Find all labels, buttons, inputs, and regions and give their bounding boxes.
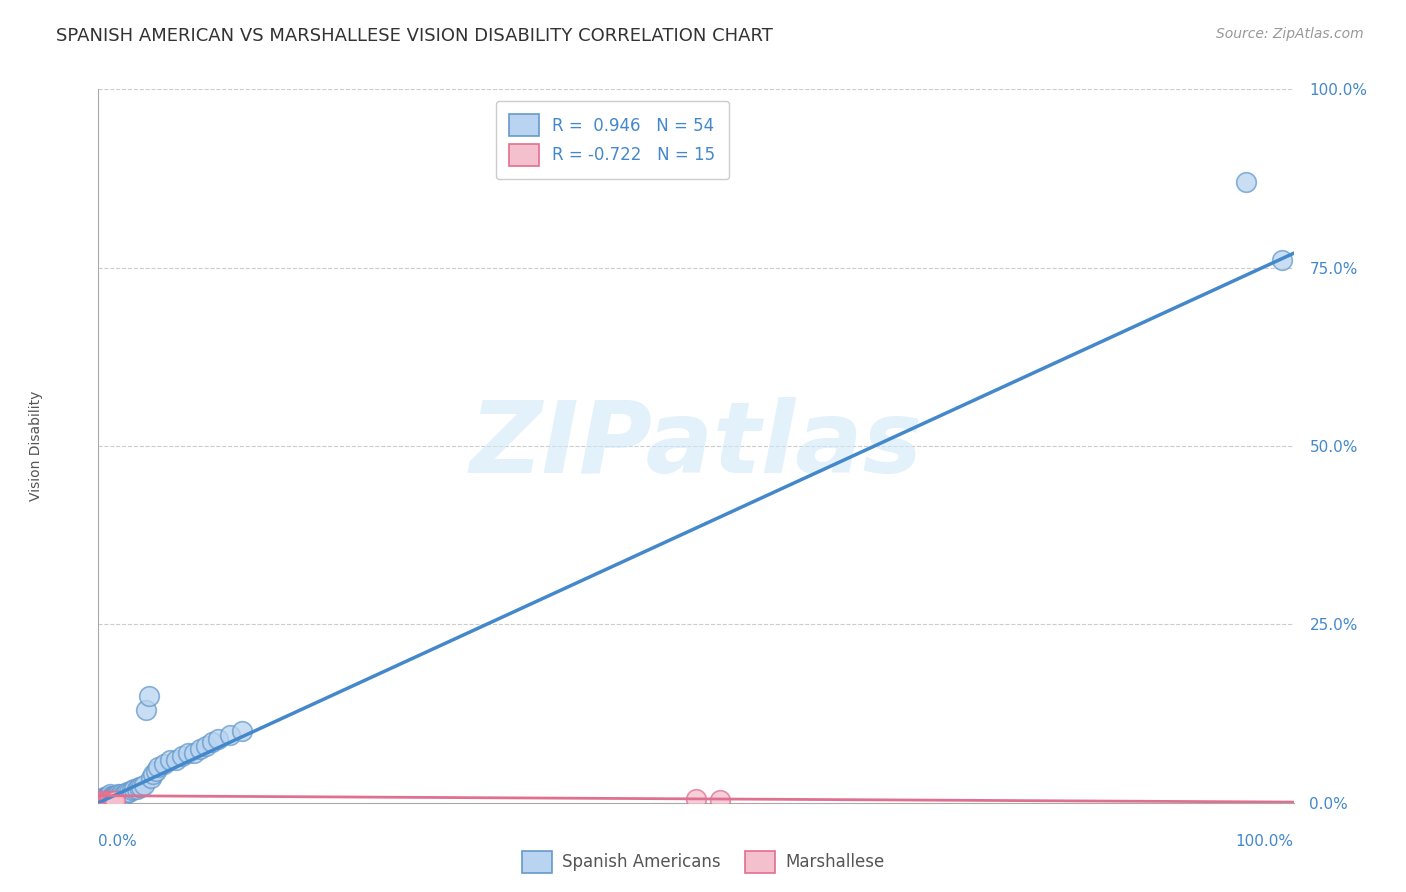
Point xyxy=(183,746,205,760)
Point xyxy=(105,789,128,803)
Point xyxy=(148,760,170,774)
Text: 100.0%: 100.0% xyxy=(1236,834,1294,849)
Point xyxy=(97,792,120,806)
Point xyxy=(177,746,200,760)
Point xyxy=(103,789,125,803)
Point xyxy=(142,767,165,781)
Point xyxy=(107,789,129,803)
Point xyxy=(132,778,155,792)
Point xyxy=(131,780,153,794)
Point xyxy=(128,780,150,794)
Point xyxy=(107,789,129,803)
Point xyxy=(231,724,253,739)
Point xyxy=(90,794,112,808)
Point xyxy=(159,753,181,767)
Point xyxy=(114,787,136,801)
Point xyxy=(107,787,129,801)
Point xyxy=(101,794,124,808)
Text: Source: ZipAtlas.com: Source: ZipAtlas.com xyxy=(1216,27,1364,41)
Point xyxy=(124,781,146,796)
Point xyxy=(91,794,114,808)
Point xyxy=(98,794,121,808)
Point xyxy=(709,793,731,807)
Legend: R =  0.946   N = 54, R = -0.722   N = 15: R = 0.946 N = 54, R = -0.722 N = 15 xyxy=(496,101,728,179)
Point xyxy=(207,731,229,746)
Point xyxy=(93,794,115,808)
Text: SPANISH AMERICAN VS MARSHALLESE VISION DISABILITY CORRELATION CHART: SPANISH AMERICAN VS MARSHALLESE VISION D… xyxy=(56,27,773,45)
Legend: Spanish Americans, Marshallese: Spanish Americans, Marshallese xyxy=(515,845,891,880)
Point xyxy=(145,764,167,778)
Point xyxy=(96,792,118,806)
Point xyxy=(685,791,707,805)
Point xyxy=(172,749,194,764)
Point xyxy=(125,781,148,796)
Point xyxy=(165,753,187,767)
Point xyxy=(111,789,134,803)
Point xyxy=(91,792,114,806)
Point xyxy=(194,739,217,753)
Point xyxy=(98,789,122,803)
Point xyxy=(118,785,141,799)
Point xyxy=(1271,253,1294,268)
Point xyxy=(108,789,131,803)
Point xyxy=(1234,175,1257,189)
Point xyxy=(139,771,162,785)
Point xyxy=(103,794,125,808)
Point xyxy=(153,756,176,771)
Point xyxy=(110,787,132,801)
Point xyxy=(101,789,124,803)
Point xyxy=(98,789,121,803)
Point xyxy=(135,703,157,717)
Point xyxy=(115,785,138,799)
Text: ZIPatlas: ZIPatlas xyxy=(470,398,922,494)
Point xyxy=(93,790,115,805)
Point xyxy=(90,792,112,806)
Point xyxy=(138,689,160,703)
Point xyxy=(201,735,224,749)
Point xyxy=(97,789,120,803)
Point xyxy=(94,790,117,805)
Point xyxy=(96,790,118,805)
Point xyxy=(91,792,114,806)
Point xyxy=(100,789,122,803)
Point xyxy=(94,792,117,806)
Point xyxy=(93,792,115,806)
Point xyxy=(96,794,118,808)
Point xyxy=(98,794,122,808)
Point xyxy=(91,794,114,808)
Point xyxy=(97,794,120,808)
Point xyxy=(100,794,122,808)
Point xyxy=(121,783,143,797)
Point xyxy=(94,794,117,808)
Point xyxy=(104,794,127,808)
Text: 0.0%: 0.0% xyxy=(98,834,138,849)
Point xyxy=(98,787,122,801)
Point xyxy=(188,742,211,756)
Point xyxy=(219,728,242,742)
Y-axis label: Vision Disability: Vision Disability xyxy=(30,391,42,501)
Point xyxy=(104,789,127,803)
